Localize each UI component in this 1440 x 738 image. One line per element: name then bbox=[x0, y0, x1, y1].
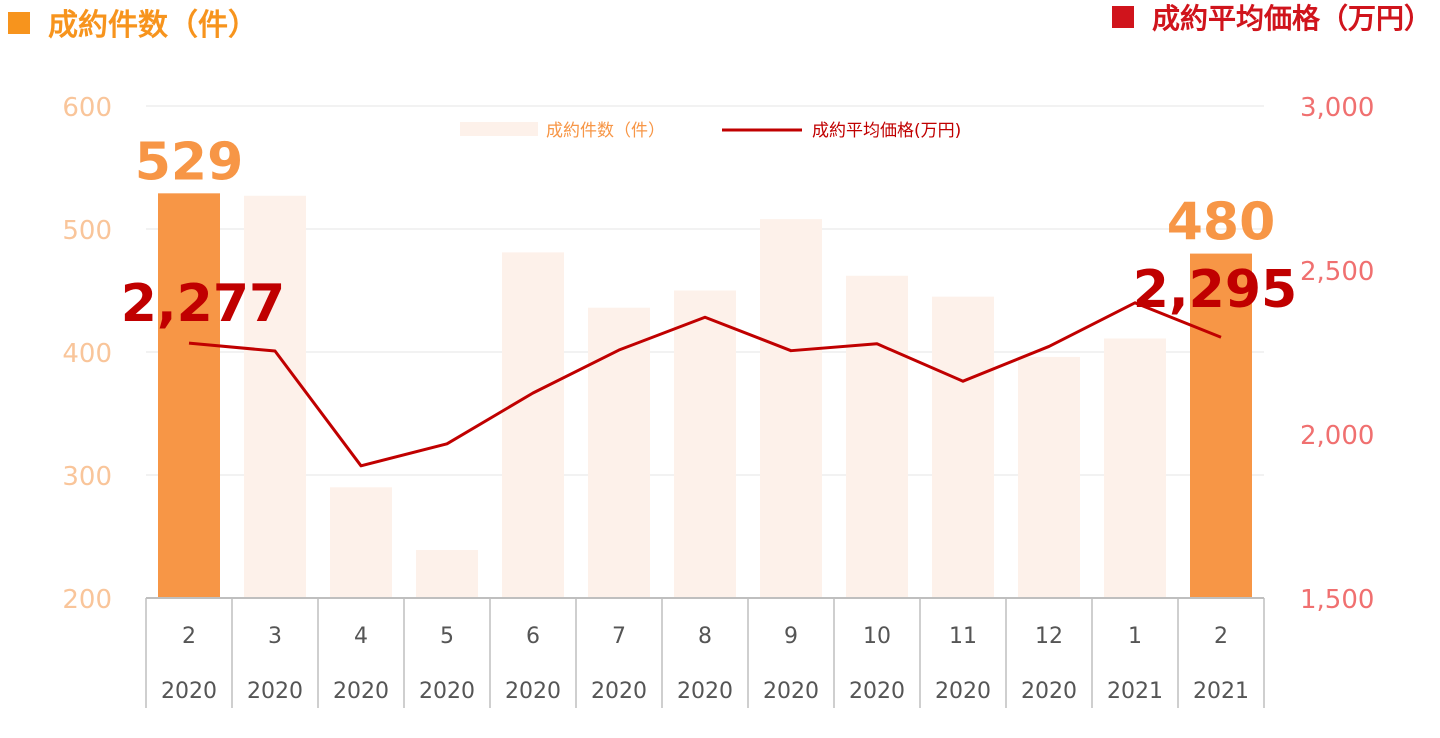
left-tick-label: 600 bbox=[62, 93, 112, 123]
x-tick-year: 2020 bbox=[333, 679, 389, 704]
x-tick-month: 10 bbox=[863, 624, 891, 649]
x-tick-month: 7 bbox=[612, 624, 626, 649]
x-tick-month: 3 bbox=[268, 624, 282, 649]
left-header-title: 成約件数（件） bbox=[48, 8, 258, 43]
x-axis: 2 2020 3 2020 4 2020 5 2020 6 2020 7 2020 8 2020 9 2020… bbox=[145, 597, 1265, 708]
left-header-swatch bbox=[8, 12, 30, 34]
legend-line-label: 成約平均価格(万円) bbox=[812, 121, 961, 141]
left-tick-label: 200 bbox=[62, 585, 112, 615]
bar-series bbox=[158, 193, 1252, 599]
x-tick-month: 12 bbox=[1035, 624, 1063, 649]
right-axis: 1,500 2,000 2,500 3,000 bbox=[1300, 93, 1374, 615]
price-line bbox=[188, 301, 1222, 468]
data-labels: 529 480 2,277 2,295 bbox=[121, 132, 1297, 334]
x-tick-year: 2021 bbox=[1107, 679, 1163, 704]
x-tick-month: 2 bbox=[1214, 624, 1228, 649]
x-tick-year: 2020 bbox=[1021, 679, 1077, 704]
x-tick-month: 11 bbox=[949, 624, 977, 649]
right-header: 成約平均価格（万円） bbox=[1112, 2, 1432, 35]
bar bbox=[330, 487, 392, 598]
x-tick-year: 2021 bbox=[1193, 679, 1249, 704]
right-tick-label: 2,500 bbox=[1300, 257, 1374, 287]
legend: 成約件数（件） 成約平均価格(万円) bbox=[460, 121, 961, 141]
bar bbox=[588, 307, 650, 598]
left-header: 成約件数（件） bbox=[8, 8, 258, 43]
x-tick-month: 5 bbox=[440, 624, 454, 649]
x-tick-year: 2020 bbox=[247, 679, 303, 704]
left-tick-label: 300 bbox=[62, 462, 112, 492]
left-tick-label: 500 bbox=[62, 216, 112, 246]
bar bbox=[244, 195, 306, 599]
right-tick-label: 3,000 bbox=[1300, 93, 1374, 123]
x-tick-month: 4 bbox=[354, 624, 368, 649]
x-tick-month: 2 bbox=[182, 624, 196, 649]
bar-label-last: 480 bbox=[1167, 193, 1276, 253]
x-tick-month: 8 bbox=[698, 624, 712, 649]
line-series bbox=[188, 301, 1222, 468]
bar bbox=[932, 296, 994, 598]
bar bbox=[1104, 338, 1166, 598]
right-tick-label: 1,500 bbox=[1300, 585, 1374, 615]
bar bbox=[1018, 356, 1080, 598]
right-header-swatch bbox=[1112, 6, 1134, 28]
bar bbox=[846, 275, 908, 598]
right-header-title: 成約平均価格（万円） bbox=[1152, 2, 1432, 35]
x-tick-year: 2020 bbox=[505, 679, 561, 704]
bar bbox=[674, 290, 736, 598]
line-label-last: 2,295 bbox=[1133, 260, 1297, 320]
right-tick-label: 2,000 bbox=[1300, 421, 1374, 451]
x-tick-year: 2020 bbox=[849, 679, 905, 704]
x-tick-year: 2020 bbox=[591, 679, 647, 704]
bar bbox=[760, 219, 822, 598]
x-tick-year: 2020 bbox=[677, 679, 733, 704]
legend-bar-label: 成約件数（件） bbox=[546, 121, 665, 141]
line-label-first: 2,277 bbox=[121, 274, 285, 334]
left-axis: 200 300 400 500 600 bbox=[62, 93, 112, 615]
bar-label-first: 529 bbox=[135, 132, 244, 192]
x-tick-month: 9 bbox=[784, 624, 798, 649]
x-tick-year: 2020 bbox=[161, 679, 217, 704]
bar bbox=[502, 252, 564, 598]
x-tick-month: 6 bbox=[526, 624, 540, 649]
bar bbox=[158, 193, 220, 598]
left-tick-label: 400 bbox=[62, 339, 112, 369]
bar bbox=[416, 550, 478, 598]
x-tick-year: 2020 bbox=[935, 679, 991, 704]
legend-bar-swatch bbox=[460, 122, 538, 136]
bar bbox=[1190, 253, 1252, 598]
x-tick-year: 2020 bbox=[419, 679, 475, 704]
x-tick-year: 2020 bbox=[763, 679, 819, 704]
x-tick-month: 1 bbox=[1128, 624, 1142, 649]
